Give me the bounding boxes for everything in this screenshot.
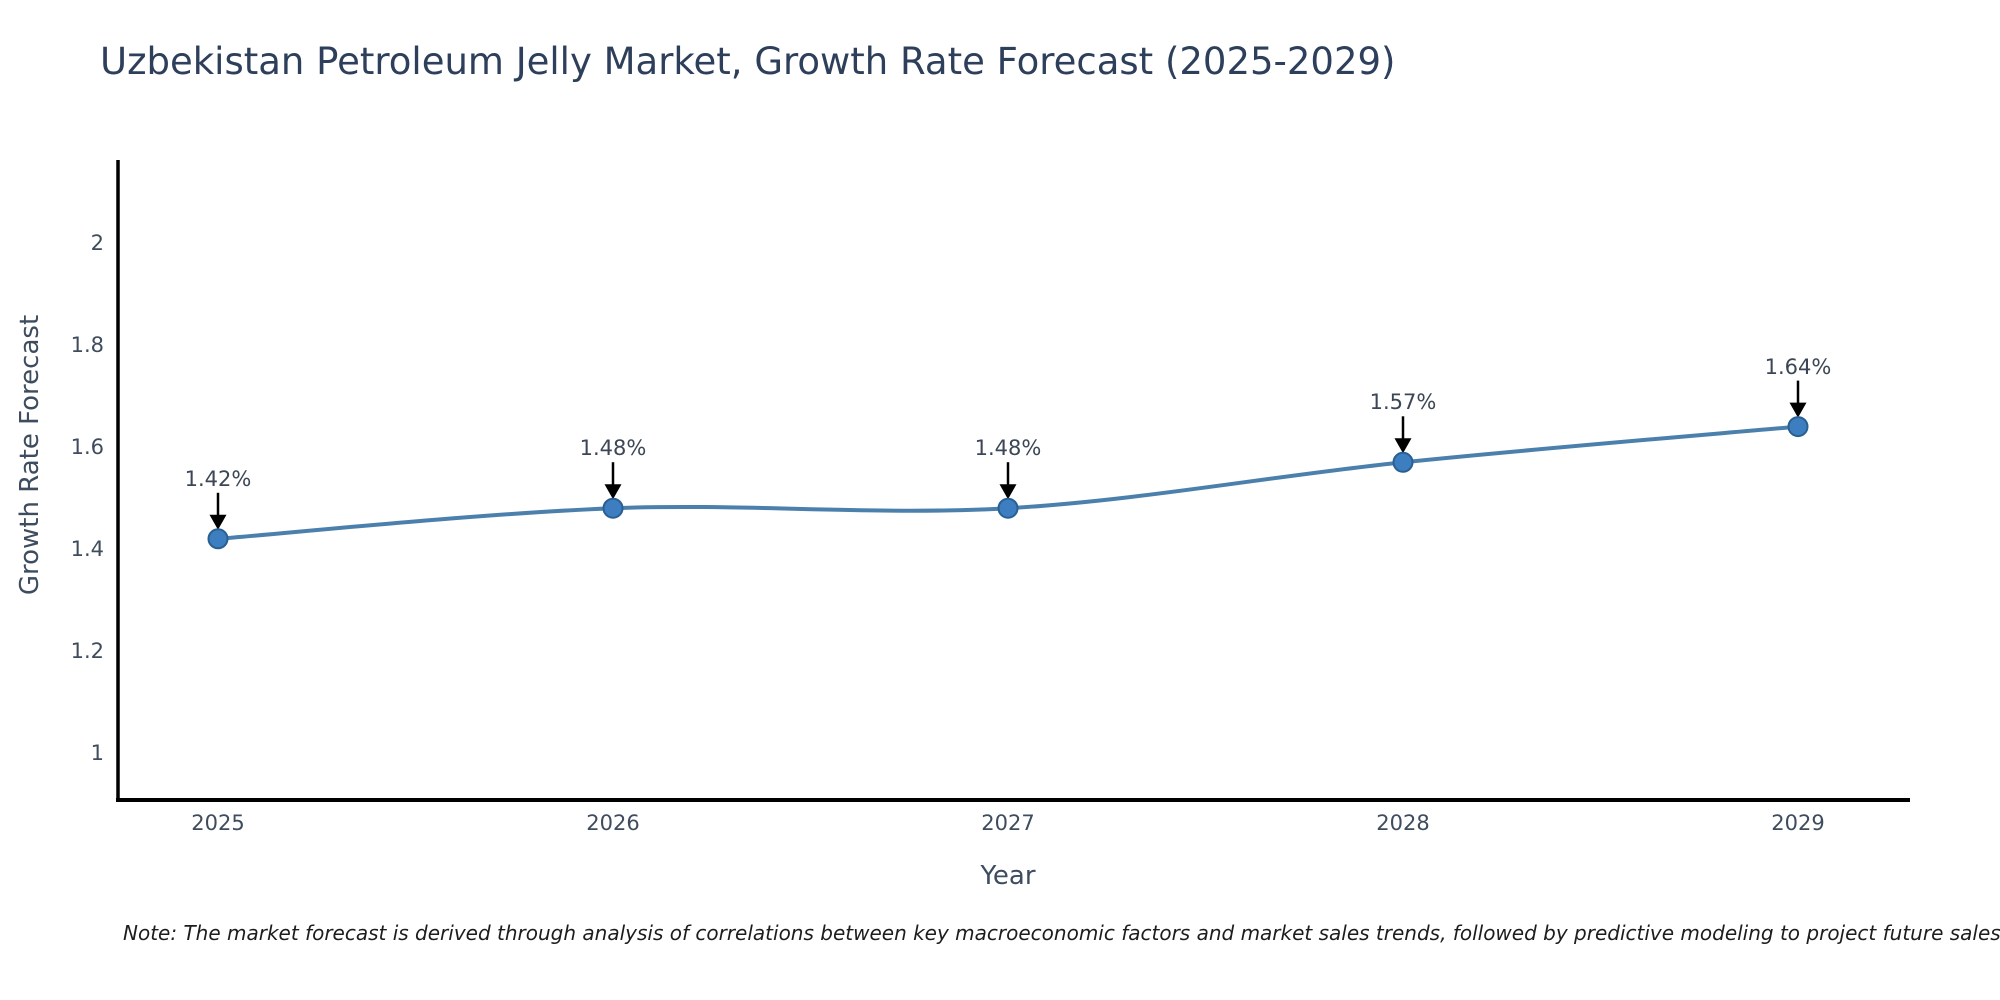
y-tick-label: 1.8 xyxy=(70,333,104,357)
data-point-label: 1.48% xyxy=(579,436,647,461)
y-tick-label: 2 xyxy=(90,231,104,255)
x-tick-label: 2025 xyxy=(191,811,245,835)
footnote: Note: The market forecast is derived thr… xyxy=(123,921,2000,945)
y-tick-label: 1 xyxy=(90,741,104,765)
data-point-label: 1.57% xyxy=(1369,390,1437,415)
chart-title: Uzbekistan Petroleum Jelly Market, Growt… xyxy=(100,40,1396,83)
annotation-arrow-head xyxy=(999,484,1017,500)
data-point-label: 1.42% xyxy=(184,466,252,491)
y-tick-label: 1.2 xyxy=(70,639,104,663)
y-tick-label: 1.6 xyxy=(70,435,104,459)
data-point-marker xyxy=(1787,416,1809,438)
x-tick-label: 2027 xyxy=(981,811,1035,835)
data-point-marker xyxy=(997,497,1019,519)
x-tick-label: 2026 xyxy=(586,811,640,835)
y-tick-label: 1.4 xyxy=(70,537,104,561)
x-tick-label: 2028 xyxy=(1376,811,1430,835)
data-point-marker xyxy=(207,528,229,550)
data-point-label: 1.64% xyxy=(1764,354,1832,379)
annotation-arrow-head xyxy=(604,484,622,500)
annotation-arrows xyxy=(209,380,1807,530)
x-tick-label: 2029 xyxy=(1771,811,1825,835)
x-axis-title: Year xyxy=(980,861,1036,891)
annotation-arrow-head xyxy=(1789,402,1807,418)
data-point-label: 1.48% xyxy=(974,436,1042,461)
annotation-arrow-head xyxy=(209,514,227,530)
data-point-marker xyxy=(1392,451,1414,473)
annotation-arrow-head xyxy=(1394,438,1412,454)
data-point-marker xyxy=(602,497,624,519)
data-point-markers xyxy=(207,416,1809,550)
